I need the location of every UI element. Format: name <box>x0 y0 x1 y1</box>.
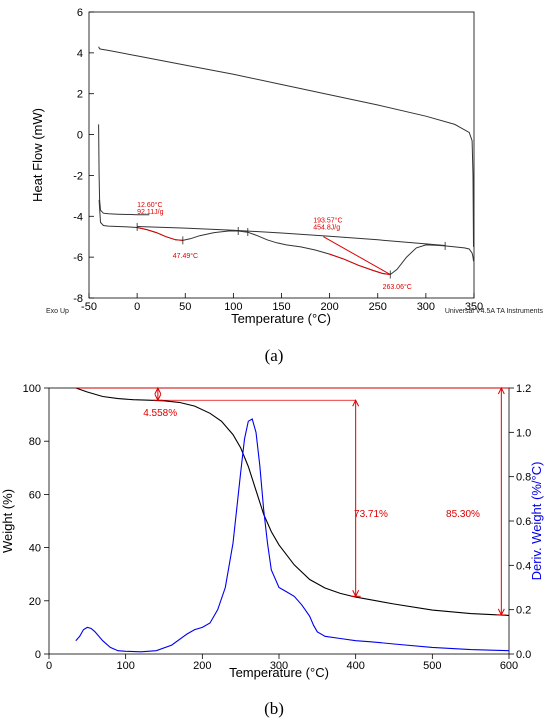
panel-a-x-tick-label: 100 <box>224 301 242 313</box>
panel-b-y-tick-label: 60 <box>29 489 41 501</box>
panel-b-y2-tick-label: 0.6 <box>516 516 531 528</box>
panel-a-annotation: 263.06°C <box>383 283 412 291</box>
panel-b-series <box>75 387 510 653</box>
panel-a-series <box>98 46 474 276</box>
panel-b-y2-tick-label: 0.4 <box>516 560 531 572</box>
panel-b-annotations: 4.558% 73.71% 85.30% <box>143 408 480 520</box>
panel-b-x-tick-label: 600 <box>500 660 518 672</box>
panel-a-x-axis-label: Temperature (°C) <box>231 311 331 326</box>
panel-b-y2-tick-label: 0.0 <box>516 649 531 661</box>
panel-b-plot-frame <box>48 387 510 655</box>
panel-a-y-tick-label: -6 <box>73 252 83 264</box>
panel-a-annotation: 92.11J/g <box>137 209 163 216</box>
panel-b-y2-tick-label: 0.2 <box>516 605 531 617</box>
panel-a-y-tick-label: -2 <box>73 170 83 182</box>
panel-a-caption: (a) <box>265 346 284 365</box>
panel-a-plot-frame <box>88 11 475 299</box>
panel-a-highlight-line <box>136 227 183 241</box>
panel-a-x-tick-label: 350 <box>465 301 483 313</box>
panel-b-y2-tick-label: 0.8 <box>516 472 531 484</box>
panel-b-x-ticks: 0 100 200 300 400 500 600 <box>46 654 518 672</box>
panel-b-y-tick-label: 80 <box>29 436 41 448</box>
panel-a-x-tick-label: 300 <box>417 301 435 313</box>
panel-a-software-note: Universal V4.5A TA Instruments <box>445 308 544 315</box>
panel-a-x-tick-label: 50 <box>179 301 191 313</box>
panel-a-y-tick-label: -8 <box>73 293 83 305</box>
panel-b-x-tick-label: 400 <box>346 660 364 672</box>
panel-a-x-tick-label: 0 <box>134 301 140 313</box>
panel-a-baselines <box>137 226 446 246</box>
panel-a-highlight-line <box>329 253 391 275</box>
panel-a-y-tick-label: 4 <box>77 48 83 60</box>
panel-b-y-tick-label: 100 <box>23 383 41 395</box>
panel-b-y2-axis-label: Deriv. Weight (%/°C) <box>529 462 544 581</box>
panel-b-y-tick-label: 0 <box>35 649 41 661</box>
panel-b-y-axis-label: Weight (%) <box>0 489 15 553</box>
panel-a-annotation: 47.49°C <box>173 252 198 260</box>
panel-a-x-tick-label: 250 <box>369 301 387 313</box>
panel-a-x-tick-label: -50 <box>81 301 97 313</box>
panel-a-peak-highlights <box>136 227 391 275</box>
panel-b-measure-arrow-top <box>352 399 360 407</box>
panel-a-annotation: 12.60°C <box>137 201 162 209</box>
panel-b-weight-line <box>75 387 510 616</box>
panel-b-y2-tick-label: 1.2 <box>516 383 531 395</box>
panel-a-y-tick-label: -4 <box>73 211 83 223</box>
panel-a-series-line <box>98 46 474 247</box>
panel-a-series-line <box>98 124 150 216</box>
panel-a-y-ticks: -8 -6 -4 -2 0 2 4 6 <box>73 7 94 305</box>
panel-b-x-axis-label: Temperature (°C) <box>229 665 329 680</box>
panel-b-measure-arrow-top <box>497 386 505 395</box>
panel-a-x-tick-label: 150 <box>272 301 290 313</box>
panel-b-y-tick-label: 40 <box>29 543 41 555</box>
panel-b-y2-tick-label: 1.0 <box>516 427 531 439</box>
panel-b-derivative-line <box>75 418 510 653</box>
panel-a-y-axis-label: Heat Flow (mW) <box>30 108 45 202</box>
panel-a-x-tick-label: 200 <box>320 301 338 313</box>
panel-b-measure-arrow-top <box>154 386 162 395</box>
panel-b-x-tick-label: 300 <box>270 660 288 672</box>
panel-b-x-tick-label: 500 <box>423 660 441 672</box>
panel-b-annotation: 85.30% <box>446 509 480 520</box>
panel-b-annotation: 4.558% <box>143 408 177 419</box>
panel-b-annotation: 73.71% <box>354 509 388 520</box>
panel-a-y-tick-label: 6 <box>77 7 83 19</box>
panel-a-y-tick-label: 0 <box>77 130 83 142</box>
panel-b-y-ticks: 0 20 40 60 80 100 <box>23 383 49 661</box>
panel-b-y2-ticks: 0.0 0.2 0.4 0.6 0.8 1.0 1.2 <box>509 383 531 661</box>
panel-b-x-tick-label: 0 <box>46 660 52 672</box>
panel-a-annotation: 454.8J/g <box>313 225 340 232</box>
panel-a-dsc-chart: -50 0 50 100 150 200 250 300 350 -8 -6 -4 -2 0 2 4 6 12… <box>30 7 543 365</box>
panel-a-exo-up-note: Exo Up <box>46 308 69 315</box>
panel-a-y-tick-label: 2 <box>77 89 83 101</box>
panel-a-highlight-line <box>323 236 391 275</box>
panel-b-caption: (b) <box>264 699 284 718</box>
panel-a-integration-markers <box>136 222 446 279</box>
panel-a-annotation: 193.57°C <box>313 216 342 224</box>
panel-b-x-tick-label: 100 <box>116 660 134 672</box>
panel-b-step-measures <box>75 386 509 617</box>
panel-a-baseline <box>137 226 446 246</box>
panel-b-y-tick-label: 20 <box>29 596 41 608</box>
panel-a-x-ticks: -50 0 50 100 150 200 250 300 350 <box>81 293 483 313</box>
panel-b-x-tick-label: 200 <box>193 660 211 672</box>
